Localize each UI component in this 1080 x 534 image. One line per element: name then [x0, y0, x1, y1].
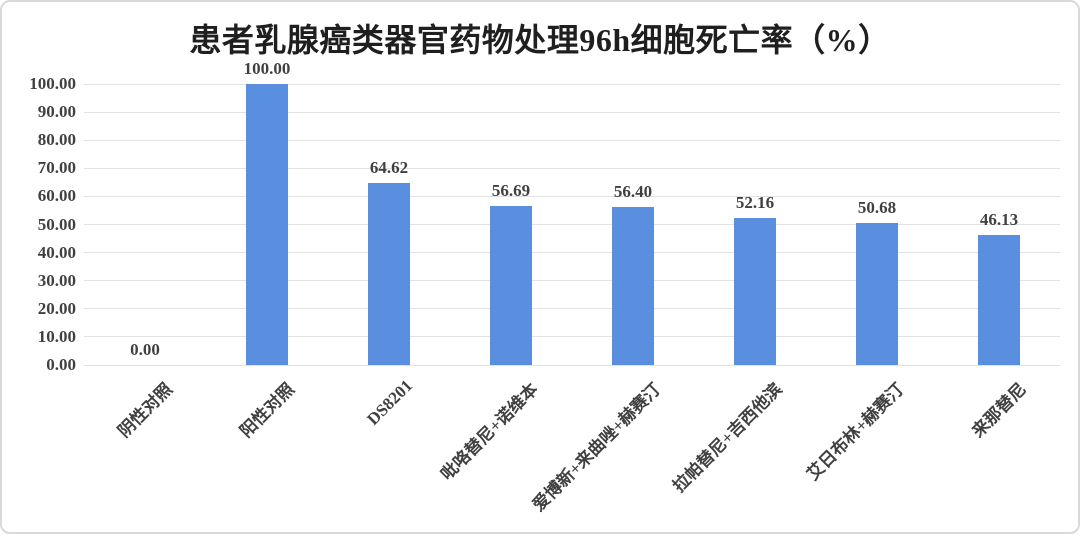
chart-title: 患者乳腺癌类器官药物处理96h细胞死亡率（%） [189, 22, 891, 58]
bar-value-label: 52.16 [735, 193, 775, 213]
y-tick-label: 0.00 [46, 355, 76, 374]
bar [490, 205, 532, 365]
bar-value-label: 0.00 [130, 340, 160, 359]
bar [856, 222, 898, 365]
y-tick-label: 50.00 [37, 214, 76, 234]
plot-area [84, 83, 1060, 366]
x-category-label: 阴性对照 [114, 379, 176, 442]
x-category-label: 艾日布林+赫赛汀 [803, 379, 908, 484]
bar [734, 218, 776, 365]
bar [612, 206, 654, 365]
gridline [84, 280, 1060, 282]
bar-value-label: 46.13 [979, 210, 1019, 230]
gridline [84, 308, 1060, 310]
y-tick-label: 20.00 [37, 298, 76, 318]
gridline [84, 336, 1060, 338]
bar-value-label: 50.68 [857, 197, 897, 217]
bar-value-label: 64.62 [369, 158, 409, 178]
gridline [84, 364, 1060, 366]
y-tick-label: 80.00 [37, 130, 76, 150]
bar [978, 235, 1020, 365]
gridline [84, 139, 1060, 141]
gridline [84, 224, 1060, 225]
gridline [84, 252, 1060, 254]
gridline [84, 83, 1060, 85]
x-category-label: 来那替尼 [968, 379, 1030, 442]
bar-value-label: 100.00 [243, 59, 291, 78]
y-tick-label: 40.00 [37, 242, 76, 262]
x-category-label: 吡咯替尼+诺维本 [437, 379, 542, 484]
y-tick-label: 10.00 [37, 326, 76, 346]
bar-value-label: 56.40 [613, 181, 653, 201]
y-tick-label: 90.00 [37, 102, 76, 122]
gridline [84, 111, 1060, 113]
gridline [84, 167, 1060, 169]
bar [368, 183, 410, 365]
bar [246, 84, 288, 365]
y-tick-label: 100.00 [29, 74, 76, 93]
x-category-label: DS8201 [363, 376, 417, 429]
x-category-label: 爱博新+来曲唑+赫赛汀 [528, 379, 664, 515]
x-category-label: 拉帕替尼+吉西他滨 [669, 379, 786, 496]
bar-value-label: 56.69 [491, 180, 531, 200]
gridline [84, 195, 1060, 197]
y-tick-label: 30.00 [37, 270, 76, 290]
x-category-label: 阳性对照 [236, 379, 298, 442]
y-tick-label: 70.00 [37, 158, 76, 178]
y-tick-label: 60.00 [37, 186, 76, 206]
